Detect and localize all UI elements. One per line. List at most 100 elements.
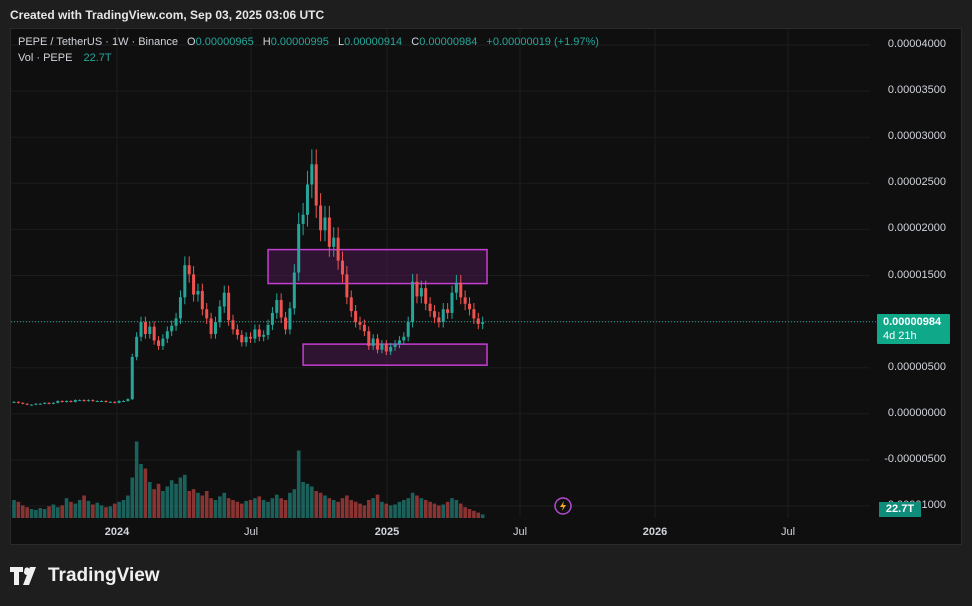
volume-bar bbox=[117, 501, 121, 518]
time-tick-label: Jul bbox=[243, 526, 259, 538]
price-tick-label: 0.00002000 bbox=[887, 222, 946, 235]
candle-body bbox=[341, 260, 344, 275]
candle-body bbox=[16, 401, 20, 403]
volume-bar bbox=[134, 441, 139, 518]
volume-bar bbox=[288, 492, 292, 518]
candle-body bbox=[463, 297, 467, 304]
volume-bar bbox=[437, 505, 441, 518]
candle-body bbox=[432, 311, 436, 318]
low-key: L bbox=[337, 36, 345, 48]
candle-body bbox=[437, 317, 441, 323]
volume-bar bbox=[305, 483, 310, 518]
volume-bar bbox=[183, 474, 187, 518]
volume-bar bbox=[156, 483, 161, 518]
volume-legend: Vol · PEPE 22.7T bbox=[18, 52, 112, 64]
candle-body bbox=[213, 322, 217, 335]
candle-body bbox=[292, 272, 296, 309]
candle-body bbox=[38, 403, 42, 405]
volume-bar bbox=[415, 495, 419, 518]
candle-body bbox=[305, 184, 309, 215]
candle-body bbox=[30, 404, 34, 406]
candle-body bbox=[51, 402, 55, 404]
time-tick-label: Jul bbox=[512, 526, 528, 538]
volume-bar bbox=[380, 501, 384, 518]
last-price-tag: 0.00000984 4d 21h bbox=[877, 314, 950, 344]
candle-body bbox=[43, 402, 47, 404]
candle-body bbox=[56, 400, 60, 403]
volume-bar bbox=[283, 500, 288, 518]
candle-body bbox=[235, 329, 239, 335]
volume-bar bbox=[366, 500, 371, 518]
volume-bar bbox=[371, 498, 375, 518]
volume-bar bbox=[336, 501, 340, 518]
chart-panel[interactable] bbox=[10, 28, 962, 545]
candle-body bbox=[95, 400, 99, 402]
symbol-label[interactable]: PEPE / TetherUS · 1W · Binance bbox=[18, 36, 178, 48]
candle-body bbox=[244, 336, 248, 343]
candle-body bbox=[113, 401, 117, 403]
candle-body bbox=[100, 400, 104, 402]
volume-bar bbox=[222, 492, 227, 518]
candle-body bbox=[157, 340, 161, 346]
candle-body bbox=[301, 214, 305, 224]
candle-body bbox=[130, 356, 134, 400]
volume-bar bbox=[248, 500, 253, 518]
volume-bar bbox=[257, 496, 262, 518]
volume-bar bbox=[432, 503, 437, 518]
volume-bar bbox=[362, 505, 367, 518]
candle-body bbox=[227, 292, 231, 321]
candle-body bbox=[161, 338, 165, 346]
volume-bar bbox=[406, 498, 410, 518]
volume-bar bbox=[104, 507, 108, 518]
candle-body bbox=[262, 334, 266, 337]
volume-bar bbox=[218, 496, 222, 518]
candle-body bbox=[384, 344, 388, 352]
volume-bar bbox=[393, 504, 397, 518]
volume-label[interactable]: Vol · PEPE bbox=[18, 52, 73, 64]
volume-bar bbox=[239, 503, 244, 518]
volume-bar bbox=[450, 498, 454, 518]
volume-bar bbox=[463, 507, 467, 518]
candle-body bbox=[21, 402, 25, 404]
volume-bar bbox=[375, 494, 380, 518]
time-tick-label: 2026 bbox=[642, 526, 668, 538]
candle-body bbox=[78, 400, 82, 402]
volume-bar bbox=[353, 501, 358, 518]
chart-caption: Created with TradingView.com, Sep 03, 20… bbox=[10, 8, 325, 22]
candle-body bbox=[192, 274, 196, 295]
candle-body bbox=[152, 326, 156, 341]
candle-body bbox=[481, 322, 485, 324]
tradingview-logo[interactable]: TradingView bbox=[10, 565, 160, 587]
volume-bar bbox=[340, 498, 345, 518]
volume-bar bbox=[73, 503, 78, 518]
volume-bar bbox=[209, 498, 213, 518]
volume-bar bbox=[47, 506, 51, 518]
volume-bar bbox=[480, 514, 485, 518]
volume-bar bbox=[318, 492, 323, 518]
candle-body bbox=[358, 322, 362, 325]
candle-body bbox=[143, 322, 147, 335]
volume-bar bbox=[388, 505, 393, 518]
candle-body bbox=[200, 290, 204, 310]
volume-bar bbox=[86, 500, 91, 518]
candle-body bbox=[249, 336, 253, 339]
candle-body bbox=[349, 297, 353, 312]
volume-bar bbox=[454, 500, 459, 518]
time-tick-label: 2024 bbox=[104, 526, 130, 538]
time-tick-label: 2025 bbox=[374, 526, 400, 538]
candle-body bbox=[354, 311, 358, 323]
candle-body bbox=[459, 282, 463, 298]
candle-body bbox=[450, 292, 454, 313]
low-value: 0.00000914 bbox=[344, 36, 403, 48]
close-key: C bbox=[411, 36, 420, 48]
candle-body bbox=[104, 400, 108, 402]
candle-body bbox=[170, 325, 174, 332]
volume-bar bbox=[235, 501, 240, 518]
price-tick-label: 0.00003000 bbox=[887, 130, 946, 143]
volume-bar bbox=[56, 507, 60, 518]
volume-bar bbox=[327, 498, 332, 518]
price-tick-label: 0.00000500 bbox=[887, 360, 946, 373]
last-price-value: 0.00000984 bbox=[883, 316, 942, 328]
candle-body bbox=[446, 309, 450, 313]
